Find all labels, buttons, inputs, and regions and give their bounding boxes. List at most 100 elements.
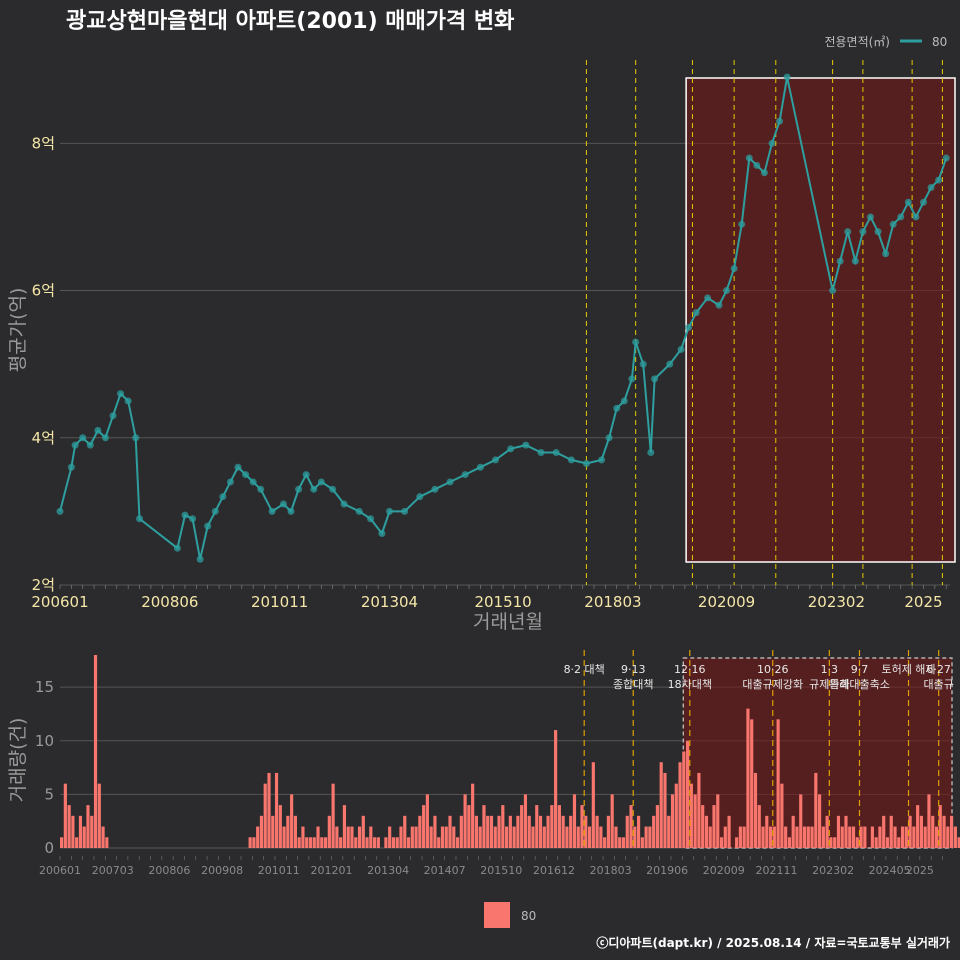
- volume-bar: [787, 837, 792, 848]
- volume-bar: [305, 837, 309, 848]
- price-x-tick: 2025: [904, 593, 942, 611]
- price-point: [651, 375, 659, 383]
- volume-bar: [554, 730, 558, 848]
- volume-bar: [493, 826, 497, 848]
- price-point: [446, 478, 454, 486]
- price-x-tick: 200601: [31, 593, 88, 611]
- price-point: [507, 445, 515, 453]
- price-point: [181, 511, 189, 519]
- volume-bar: [704, 815, 709, 848]
- volume-bar: [621, 837, 626, 848]
- price-point: [715, 301, 723, 309]
- price-point: [67, 463, 75, 471]
- price-point: [836, 257, 844, 265]
- volume-legend-label: 80: [521, 909, 536, 923]
- volume-bar: [444, 826, 448, 848]
- volume-bar: [829, 837, 833, 848]
- volume-policy-label: 대출규: [923, 678, 953, 691]
- volume-legend-swatch: [484, 902, 510, 928]
- price-point: [242, 471, 250, 479]
- volume-bar: [569, 815, 573, 848]
- price-point: [730, 264, 738, 272]
- volume-bar: [780, 783, 784, 848]
- volume-bar: [636, 815, 641, 848]
- price-point: [605, 434, 613, 442]
- price-x-title: 거래년월: [473, 611, 543, 633]
- volume-bar: [840, 826, 844, 848]
- volume-x-tick: 202111: [756, 864, 798, 877]
- price-point: [647, 449, 655, 456]
- volume-bar: [399, 826, 403, 848]
- volume-bar: [784, 826, 788, 848]
- price-point: [367, 515, 375, 523]
- volume-bar: [682, 751, 686, 848]
- price-point: [738, 220, 746, 228]
- volume-bar: [855, 837, 859, 848]
- volume-bar: [953, 826, 957, 848]
- volume-bar: [350, 826, 354, 848]
- volume-x-tick: 2025: [906, 864, 934, 877]
- volume-bar: [331, 783, 335, 848]
- price-point: [249, 478, 257, 486]
- volume-bar: [878, 826, 882, 848]
- price-point: [340, 500, 348, 508]
- volume-bar: [391, 837, 396, 848]
- volume-bar: [452, 826, 456, 848]
- volume-bar: [550, 805, 554, 848]
- volume-bar: [806, 826, 810, 848]
- volume-bar: [818, 794, 822, 848]
- volume-bar: [625, 815, 629, 848]
- price-y-tick: 6억: [32, 282, 55, 300]
- volume-x-tick: 200806: [148, 864, 190, 877]
- volume-y-tick: 10: [35, 732, 54, 750]
- volume-bar: [708, 826, 712, 848]
- volume-bar: [67, 805, 71, 848]
- volume-bar: [697, 772, 701, 848]
- price-point: [196, 555, 204, 563]
- volume-bar: [655, 805, 660, 848]
- price-point: [776, 117, 784, 125]
- price-y-title: 평균가(억): [7, 288, 29, 373]
- price-point: [904, 198, 912, 206]
- volume-policy-label: 특례대출축소: [829, 678, 890, 691]
- volume-bar: [738, 826, 742, 848]
- volume-bar: [889, 815, 893, 848]
- price-point: [874, 228, 882, 236]
- price-point: [416, 493, 424, 501]
- price-point: [71, 441, 79, 449]
- volume-bar: [580, 805, 584, 848]
- volume-bar: [361, 815, 365, 848]
- volume-policy-label: 대출규제강화: [742, 678, 803, 691]
- volume-bar: [674, 783, 678, 848]
- volume-bar: [482, 805, 486, 848]
- volume-bar: [312, 837, 316, 848]
- volume-bar: [535, 805, 539, 848]
- volume-bar: [927, 794, 931, 848]
- price-point: [219, 493, 227, 501]
- volume-policy-label: 규제완화: [809, 678, 849, 691]
- volume-bar: [735, 837, 739, 848]
- volume-bar: [908, 815, 912, 848]
- volume-bar: [478, 826, 482, 848]
- volume-bar: [727, 815, 731, 848]
- price-point: [639, 360, 647, 368]
- price-point: [677, 345, 685, 353]
- volume-bar: [772, 826, 776, 848]
- volume-x-tick: 201510: [480, 864, 522, 877]
- volume-policy-label: 9·7: [851, 663, 869, 676]
- volume-bar: [433, 815, 437, 848]
- price-point: [704, 294, 712, 302]
- volume-x-tick: 201612: [533, 864, 575, 877]
- volume-x-tick: 201906: [646, 864, 688, 877]
- price-point: [302, 471, 310, 479]
- price-point: [79, 434, 87, 442]
- volume-bar: [97, 783, 101, 848]
- volume-bar: [931, 815, 935, 848]
- volume-bar: [893, 826, 897, 848]
- price-y-tick: 2억: [32, 576, 55, 594]
- volume-bar: [565, 826, 569, 848]
- volume-bar: [663, 772, 667, 848]
- volume-bar: [459, 815, 463, 848]
- volume-bar: [440, 826, 445, 848]
- volume-bar: [576, 826, 580, 848]
